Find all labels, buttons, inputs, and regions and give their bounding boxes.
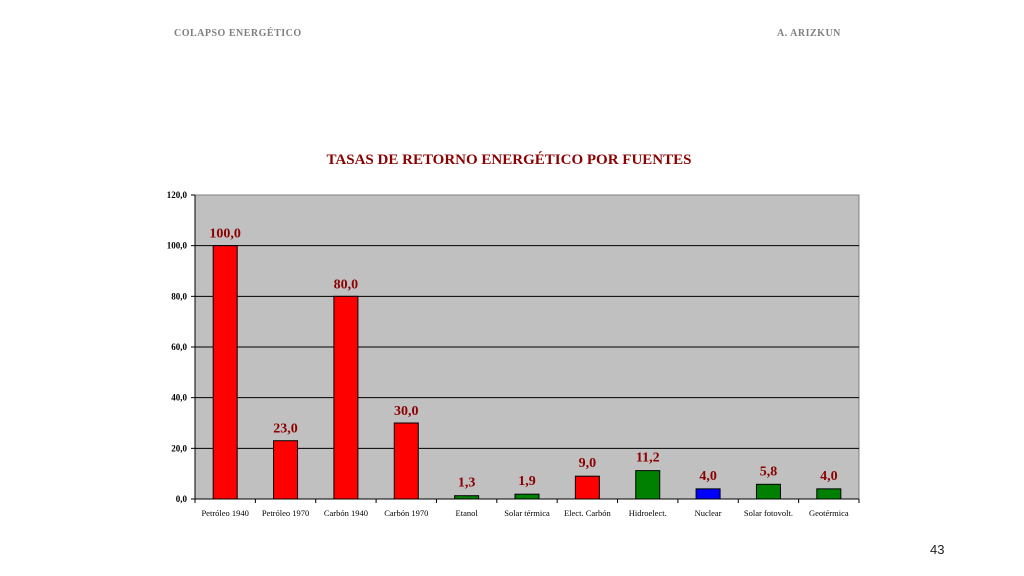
data-label: 1,9 (518, 474, 536, 489)
bar (393, 422, 419, 500)
data-label: 1,3 (458, 476, 476, 491)
x-tick-label: Etanol (456, 508, 479, 518)
bar (635, 470, 661, 500)
bar (273, 440, 299, 500)
y-tick-label: 40,0 (171, 393, 187, 403)
data-label: 4,0 (699, 469, 717, 484)
bar (695, 488, 721, 500)
x-tick-label: Hidroelect. (629, 508, 667, 518)
x-tick-label: Carbón 1970 (384, 508, 428, 518)
value-labels: 100,0 23,0 80,0 30,0 1,3 1,9 9,0 11,2 4,0 5,8 4,0 (209, 227, 837, 491)
bar (755, 483, 781, 500)
y-tick-label: 120,0 (167, 190, 188, 200)
x-tick-label: Petróleo 1940 (201, 508, 248, 518)
x-tick-label: Petróleo 1970 (262, 508, 309, 518)
y-tick-label: 20,0 (171, 443, 187, 453)
bar (816, 488, 842, 500)
chart-title: TASAS DE RETORNO ENERGÉTICO POR FUENTES (327, 151, 692, 168)
x-tick-label: Elect. Carbón (564, 508, 611, 518)
data-label: 11,2 (636, 451, 660, 466)
bar (333, 295, 359, 500)
x-tick-label: Nuclear (695, 508, 722, 518)
data-label: 100,0 (209, 227, 241, 242)
data-label: 4,0 (820, 469, 838, 484)
y-tick-label: 100,0 (167, 241, 188, 251)
bar (514, 493, 540, 500)
data-label: 9,0 (579, 456, 597, 471)
data-label: 80,0 (334, 277, 359, 292)
y-axis: 0,0 20,0 40,0 60,0 80,0 100,0 120,0 (167, 190, 859, 504)
x-tick-label: Carbón 1940 (324, 508, 368, 518)
data-label: 5,8 (760, 464, 778, 479)
x-axis: Petróleo 1940 Petróleo 1970 Carbón 1940 Car… (194, 499, 860, 518)
gridlines (195, 245, 859, 449)
x-tick-label: Geotérmica (809, 508, 849, 518)
data-label: 23,0 (273, 422, 298, 437)
bar (212, 245, 238, 500)
data-label: 30,0 (394, 404, 419, 419)
page-number: 43 (930, 542, 945, 557)
bar (574, 475, 600, 500)
x-tick-label: Solar fotovolt. (744, 508, 793, 518)
header-left-title: COLAPSO ENERGÉTICO (174, 28, 302, 39)
y-tick-label: 0,0 (176, 494, 188, 504)
y-tick-label: 80,0 (171, 291, 187, 301)
header-author: A. ARIZKUN (777, 28, 841, 39)
x-tick-label: Solar térmica (504, 508, 550, 518)
y-tick-label: 60,0 (171, 342, 187, 352)
